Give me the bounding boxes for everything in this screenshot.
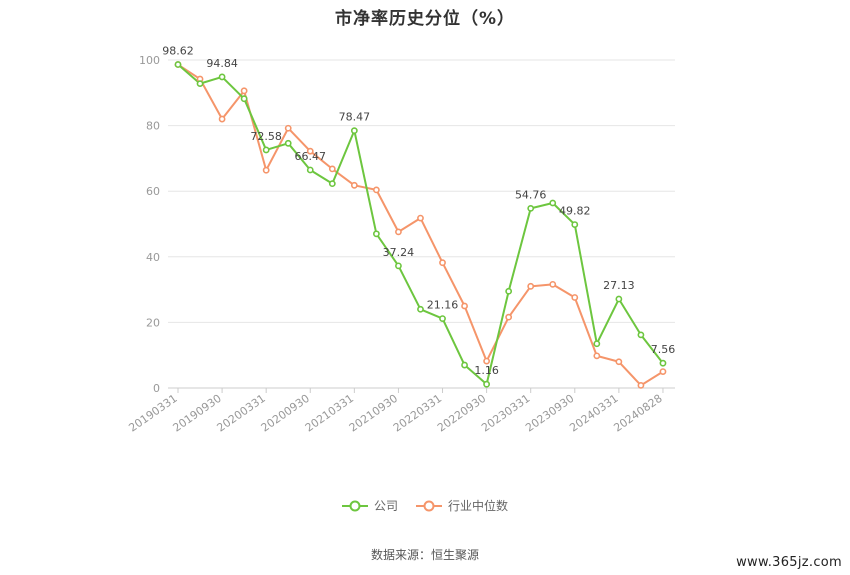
y-tick-label: 40: [146, 251, 160, 264]
legend-industry-label: 行业中位数: [448, 499, 509, 513]
data-label: 7.56: [651, 343, 676, 356]
data-label: 94.84: [206, 57, 238, 70]
chart-title: 市净率历史分位（%）: [334, 9, 516, 29]
data-point-industry[interactable]: [262, 166, 270, 174]
data-point-company[interactable]: [505, 287, 513, 295]
x-tick-label: 20190930: [170, 392, 223, 435]
y-tick-label: 60: [146, 185, 160, 198]
data-label: 78.47: [339, 111, 371, 124]
y-tick-label: 0: [153, 382, 160, 395]
data-point-company[interactable]: [571, 221, 579, 228]
y-tick-label: 20: [146, 316, 160, 329]
x-tick-label: 20240331: [567, 392, 620, 435]
x-tick-label: 20230331: [479, 392, 532, 435]
series-lines: [177, 63, 664, 387]
data-point-company[interactable]: [372, 230, 380, 238]
x-tick-label: 20190331: [126, 392, 179, 435]
data-point-company[interactable]: [350, 127, 358, 135]
data-point-industry[interactable]: [395, 228, 402, 236]
legend-industry-marker: [416, 500, 442, 511]
data-point-industry[interactable]: [306, 147, 314, 155]
data-label: 27.13: [603, 279, 635, 292]
data-point-industry[interactable]: [615, 358, 623, 366]
y-tick-label: 100: [139, 54, 160, 67]
legend-item-industry[interactable]: 行业中位数: [416, 497, 508, 514]
data-point-company[interactable]: [483, 380, 491, 388]
data-point-company[interactable]: [174, 61, 182, 68]
y-tick-label: 80: [146, 120, 160, 133]
data-label: 1.16: [474, 364, 499, 377]
data-point-industry[interactable]: [571, 294, 579, 301]
x-tick-label: 20230930: [523, 392, 576, 435]
data-point-company[interactable]: [593, 340, 601, 348]
data-point-company[interactable]: [439, 315, 446, 322]
data-point-company[interactable]: [218, 73, 226, 81]
data-source: 数据来源：恒生聚源: [370, 548, 479, 562]
data-point-company[interactable]: [262, 146, 270, 154]
data-point-industry[interactable]: [637, 381, 645, 389]
data-point-industry[interactable]: [461, 302, 468, 310]
data-point-company[interactable]: [461, 361, 468, 369]
data-label: 54.76: [515, 188, 547, 201]
data-point-industry[interactable]: [483, 357, 491, 365]
x-tick-label: 20240828: [611, 392, 664, 435]
data-point-company[interactable]: [417, 305, 424, 313]
data-point-industry[interactable]: [284, 124, 292, 132]
legend-company-label: 公司: [373, 499, 398, 513]
data-point-company[interactable]: [306, 166, 314, 174]
data-point-industry[interactable]: [527, 282, 535, 290]
x-tick-label: 20210331: [303, 392, 356, 435]
x-tick-label: 20220930: [435, 392, 488, 435]
data-point-industry[interactable]: [593, 352, 601, 360]
grid-lines: [168, 59, 675, 323]
data-point-industry[interactable]: [240, 87, 248, 95]
data-point-company[interactable]: [637, 331, 645, 339]
data-point-industry[interactable]: [372, 186, 380, 194]
x-tick-label: 20200331: [215, 392, 268, 435]
data-labels: 98.62 94.84 72.58 66.47 78.47 37.24 21.16 1.16 5…: [162, 45, 675, 378]
data-point-company[interactable]: [196, 80, 204, 88]
data-label: 72.58: [250, 130, 282, 143]
x-tick-label: 20200930: [259, 392, 312, 435]
data-point-industry[interactable]: [218, 115, 226, 123]
x-tick-label: 20220331: [391, 392, 444, 435]
data-point-company[interactable]: [328, 180, 336, 188]
data-point-industry[interactable]: [505, 313, 513, 321]
data-point-company[interactable]: [395, 262, 402, 270]
legend-item-company[interactable]: 公司: [341, 497, 398, 514]
data-point-company[interactable]: [240, 95, 248, 103]
legend-company-marker: [341, 500, 368, 511]
legend: 公司 行业中位数: [0, 497, 850, 514]
data-label: 21.16: [427, 299, 459, 312]
data-point-industry[interactable]: [417, 214, 424, 222]
data-points: [174, 61, 667, 389]
data-label: 37.24: [383, 246, 415, 259]
data-point-industry[interactable]: [549, 280, 557, 288]
data-label: 98.62: [162, 45, 194, 58]
data-point-company[interactable]: [659, 359, 667, 367]
data-point-company[interactable]: [549, 199, 557, 207]
x-tick-label: 20210930: [347, 392, 400, 435]
data-label: 66.47: [295, 150, 327, 163]
data-point-company[interactable]: [527, 204, 535, 212]
data-label: 49.82: [559, 205, 591, 218]
data-point-industry[interactable]: [350, 181, 358, 189]
data-point-company[interactable]: [284, 139, 292, 147]
axes: 0 20 40 60 80 100 2019033120190930202003312020…: [126, 54, 675, 435]
data-point-industry[interactable]: [328, 165, 336, 173]
data-point-company[interactable]: [615, 295, 623, 303]
data-point-industry[interactable]: [439, 259, 446, 267]
data-point-industry[interactable]: [659, 368, 667, 375]
watermark: www.365jz.com: [736, 555, 842, 570]
